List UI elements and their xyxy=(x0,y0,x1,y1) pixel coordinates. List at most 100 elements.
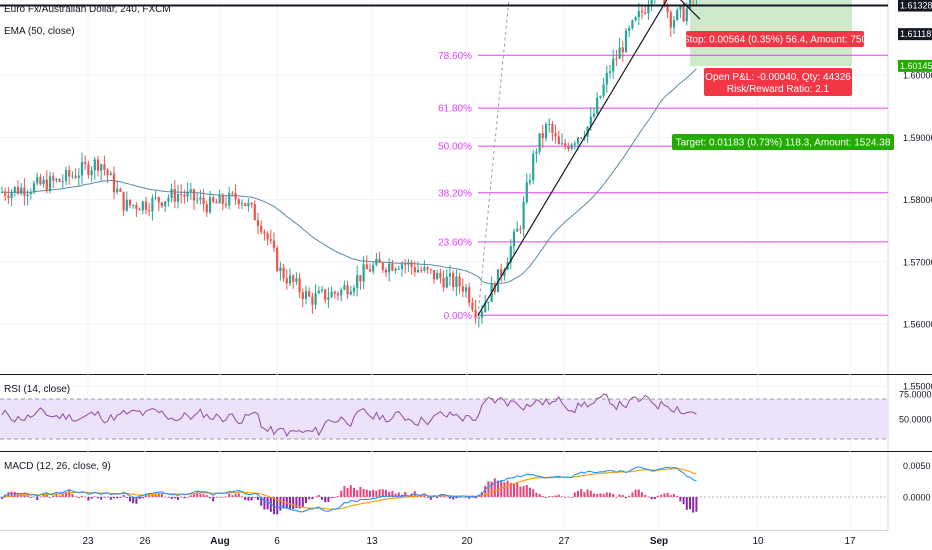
candle xyxy=(365,255,368,270)
macd-hist-bar xyxy=(141,497,144,499)
candle xyxy=(311,292,314,314)
candle xyxy=(407,258,410,273)
candle xyxy=(276,245,279,273)
candle xyxy=(202,188,205,212)
candle xyxy=(317,286,320,295)
candle xyxy=(512,228,516,256)
rsi-panel[interactable] xyxy=(0,393,888,440)
candle xyxy=(199,189,202,205)
macd-hist-bar xyxy=(177,497,179,500)
candle xyxy=(541,124,544,148)
macd-hist-bar xyxy=(436,497,439,498)
candle xyxy=(637,3,640,26)
macd-hist-bar xyxy=(42,494,45,497)
candle xyxy=(196,193,199,205)
trend-line[interactable] xyxy=(477,0,672,316)
candles xyxy=(0,0,697,328)
candle xyxy=(525,173,528,205)
macd-hist-bar xyxy=(225,496,227,498)
candle xyxy=(68,165,71,185)
macd-hist-bar xyxy=(125,497,128,498)
candle xyxy=(288,268,292,287)
candle xyxy=(186,182,189,203)
macd-hist-bar xyxy=(509,482,512,497)
candle xyxy=(596,92,599,117)
candle xyxy=(240,199,244,210)
macd-hist-bar xyxy=(564,497,567,498)
macd-hist-bar xyxy=(679,497,682,502)
macd-hist-bar xyxy=(26,494,29,497)
candle xyxy=(295,272,298,286)
price-axis[interactable] xyxy=(888,0,932,550)
candle xyxy=(176,185,180,209)
candle xyxy=(455,269,458,296)
candle xyxy=(266,231,269,246)
candle xyxy=(208,190,212,214)
candle xyxy=(20,182,23,196)
macd-hist-bar xyxy=(557,494,560,497)
macd-hist-bar xyxy=(295,497,298,508)
macd-hist-bar xyxy=(682,497,685,505)
candle xyxy=(336,291,340,301)
time-tick: 27 xyxy=(558,536,570,547)
macd-hist-bar xyxy=(314,496,317,498)
macd-tick: 0.0050 xyxy=(903,461,931,471)
macd-hist-bar xyxy=(311,497,314,500)
macd-panel[interactable] xyxy=(0,466,888,515)
macd-hist-bar xyxy=(381,489,384,497)
macd-hist-bar xyxy=(260,497,263,506)
axes: 1.60000 1.59000 1.58000 1.57000 1.56000 1.550… xyxy=(82,0,932,547)
macd-hist-bar xyxy=(317,494,320,497)
candle xyxy=(215,198,218,204)
macd-hist-bar xyxy=(45,493,48,497)
macd-hist-bar xyxy=(29,497,32,498)
candle xyxy=(7,186,10,204)
candle xyxy=(10,188,13,206)
macd-hist-bar xyxy=(333,497,336,498)
candle xyxy=(631,19,634,31)
rsi-tick: 50.0000 xyxy=(899,415,932,425)
macd-hist-bar xyxy=(433,496,435,498)
candle xyxy=(106,168,109,184)
candle xyxy=(272,232,276,252)
candle xyxy=(138,207,141,211)
candle xyxy=(429,268,432,275)
candle xyxy=(151,194,154,221)
candle xyxy=(413,261,416,277)
macd-hist-bar xyxy=(237,493,240,497)
candle xyxy=(292,274,295,290)
candle xyxy=(394,267,397,274)
candle xyxy=(244,203,247,207)
svg-text:Open P&L: -0.00040, Qty: 44326: Open P&L: -0.00040, Qty: 44326 xyxy=(705,72,851,83)
macd-hist-bar xyxy=(119,497,122,498)
macd-hist-bar xyxy=(685,497,688,510)
macd-hist-bar xyxy=(637,489,640,497)
candle xyxy=(692,0,694,6)
position-labels: Stop: 0.00564 (0.35%) 56.4, Amount: 750 O… xyxy=(672,31,894,150)
candle xyxy=(298,272,301,298)
candle xyxy=(468,282,471,307)
rsi-line xyxy=(1,393,697,438)
candle xyxy=(592,107,596,119)
macd-hist-bar xyxy=(647,496,650,498)
candle xyxy=(464,283,468,298)
candle xyxy=(122,191,125,216)
macd-hist-bar xyxy=(10,491,13,497)
macd-hist-bar xyxy=(84,496,87,498)
macd-hist-bar xyxy=(292,497,295,510)
macd-hist-bar xyxy=(257,497,259,500)
macd-hist-bar xyxy=(193,493,195,497)
macd-hist-bar xyxy=(33,496,35,498)
candle xyxy=(4,187,7,201)
macd-hist-bar xyxy=(103,497,106,498)
macd-hist-bar xyxy=(180,496,183,498)
trend-lines[interactable] xyxy=(0,0,888,316)
candle xyxy=(340,287,343,302)
svg-text:Stop: 0.00564 (0.35%) 56.4, Am: Stop: 0.00564 (0.35%) 56.4, Amount: 750 xyxy=(683,35,867,46)
candle xyxy=(378,251,381,264)
macd-hist-bar xyxy=(593,493,595,497)
candle xyxy=(426,266,429,274)
macd-hist-bar xyxy=(157,493,160,497)
candle xyxy=(116,180,119,195)
